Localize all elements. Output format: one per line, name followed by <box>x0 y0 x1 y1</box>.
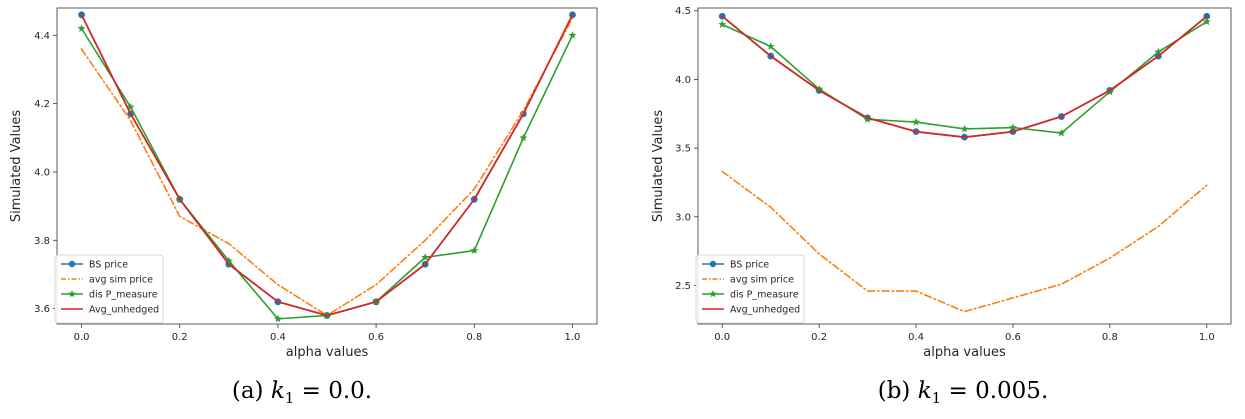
x-tick-label: 0.0 <box>714 332 730 343</box>
data-point-star <box>1105 87 1114 96</box>
y-tick-label: 2.5 <box>675 281 691 292</box>
x-tick-label: 0.6 <box>368 332 384 343</box>
y-tick-label: 3.6 <box>34 304 50 315</box>
legend-label: avg sim price <box>89 275 153 286</box>
legend-label: dis P_measure <box>730 290 799 301</box>
data-point-star <box>1008 123 1017 131</box>
chart-panel-b: 0.0 0.2 0.4 0.6 0.8 1.0 2.5 3.0 3.5 4.0 4.5 alpha v… <box>651 6 1232 407</box>
data-point-star <box>766 42 775 50</box>
x-tick-label: 0.4 <box>908 332 924 343</box>
panel-caption-b: (b) k1 = 0.005. <box>878 378 1049 407</box>
data-point-star <box>470 246 479 254</box>
y-tick-label: 3.0 <box>675 212 691 223</box>
x-tick-label: 0.0 <box>74 332 90 343</box>
legend-box <box>695 254 805 324</box>
legend-label: Avg_unhedged <box>730 305 800 316</box>
legend-marker-star <box>709 290 717 298</box>
data-point-star <box>1154 47 1163 56</box>
y-axis-label: Simulated Values <box>651 110 666 223</box>
y-tick-label: 3.5 <box>675 144 691 155</box>
data-point-star <box>815 84 824 93</box>
data-point-star <box>273 314 282 323</box>
legend-label: avg sim price <box>730 275 794 286</box>
data-point-star <box>1057 128 1066 137</box>
data-point-star <box>224 256 233 265</box>
legend-marker-circle <box>68 260 76 268</box>
x-tick-label: 0.2 <box>172 332 188 343</box>
x-axis-label: alpha values <box>286 345 369 360</box>
legend-b: BS price avg sim price dis P_measure Avg_un… <box>695 254 805 324</box>
y-tick-label: 4.0 <box>34 167 50 178</box>
data-point-star <box>718 20 727 28</box>
series-line-avg-sim-price <box>721 170 1208 313</box>
x-tick-label: 0.4 <box>270 332 286 343</box>
chart-panel-a: 0.0 0.2 0.4 0.6 0.8 1.0 3.6 3.8 4.0 4.2 4.4 alpha v… <box>9 7 598 407</box>
y-tick-label: 4.5 <box>675 6 691 17</box>
x-tick-label: 0.8 <box>466 332 482 343</box>
legend-marker-star <box>68 290 76 298</box>
panel-caption-a: (a) k1 = 0.0. <box>232 378 372 407</box>
x-axis-label: alpha values <box>923 345 1006 360</box>
data-point-star <box>912 117 921 126</box>
data-point-star <box>960 124 969 133</box>
series-line-avg-unhedged-top <box>80 14 574 317</box>
x-tick-label: 1.0 <box>1199 332 1215 343</box>
x-tick-label: 0.8 <box>1102 332 1118 343</box>
x-tick-label: 1.0 <box>565 332 581 343</box>
data-point-star <box>568 31 577 39</box>
y-axis-label: Simulated Values <box>9 110 24 223</box>
data-point-star <box>77 24 86 32</box>
legend-a: BS price avg sim price dis P_measure Avg_un… <box>54 254 164 324</box>
x-tick-label: 0.2 <box>811 332 827 343</box>
data-point-star <box>863 115 872 123</box>
y-tick-label: 4.4 <box>34 31 50 42</box>
legend-label: BS price <box>89 260 128 271</box>
series-line-avg-unhedged-top <box>721 15 1208 138</box>
legend-box <box>54 254 164 324</box>
legend-label: Avg_unhedged <box>89 305 159 316</box>
data-point-star <box>519 133 528 142</box>
y-tick-label: 4.0 <box>675 75 691 86</box>
y-tick-label: 4.2 <box>34 99 50 110</box>
legend-label: BS price <box>730 260 769 271</box>
data-point-star <box>1202 17 1211 26</box>
y-tick-label: 3.8 <box>34 236 50 247</box>
data-point-star <box>421 253 430 261</box>
x-tick-label: 0.6 <box>1005 332 1021 343</box>
legend-label: dis P_measure <box>89 290 158 301</box>
data-point-star <box>126 102 135 111</box>
legend-marker-circle <box>709 260 717 268</box>
